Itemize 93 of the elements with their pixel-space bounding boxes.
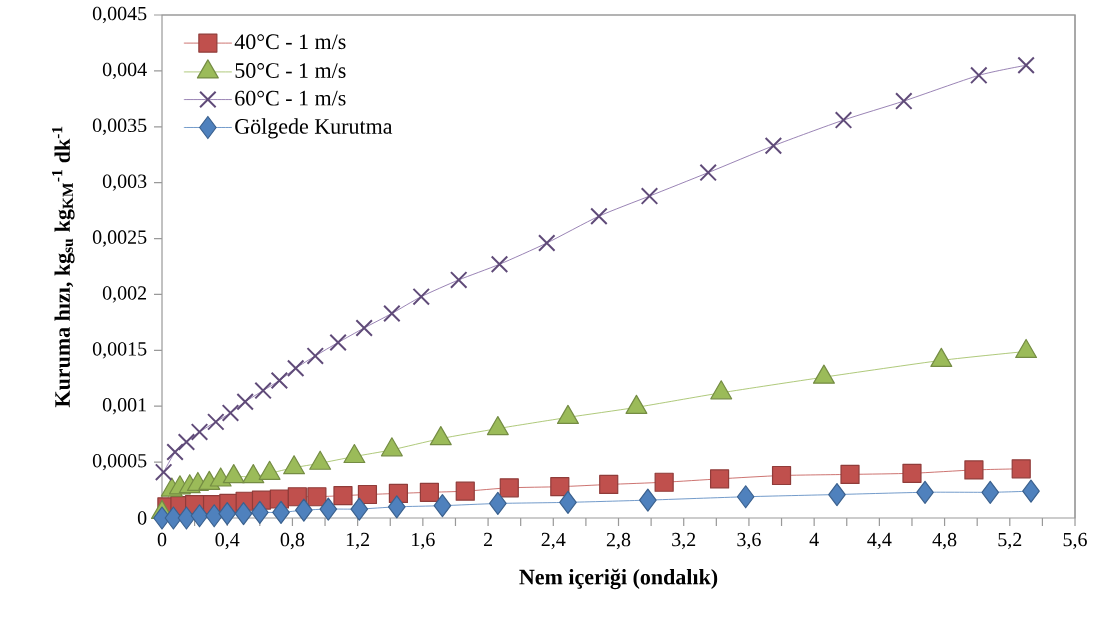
point: [709, 469, 730, 489]
point: [981, 480, 1000, 504]
point: [455, 481, 475, 501]
legend-label: 60°C - 1 m/s: [235, 90, 346, 106]
x-tick-label: 2,4: [541, 532, 566, 550]
point: [590, 207, 608, 225]
point: [306, 347, 325, 365]
point: [357, 484, 378, 505]
point: [190, 423, 209, 441]
point: [286, 359, 305, 377]
point: [499, 478, 519, 498]
point: [654, 472, 674, 492]
x-tick-label: 3,6: [737, 532, 761, 550]
legend-label: 40°C - 1 m/s: [234, 34, 346, 50]
point: [970, 66, 988, 85]
y-tick-label: 0,0035: [92, 118, 147, 135]
point: [307, 487, 327, 507]
point: [764, 137, 783, 155]
x-tick-label: 4,4: [867, 532, 892, 550]
point: [205, 504, 224, 528]
x-tick-label: 3,2: [672, 532, 696, 550]
point: [489, 491, 507, 516]
x-tick-label: 2: [483, 532, 492, 547]
y-tick-label: 0,003: [102, 174, 147, 191]
point: [412, 287, 431, 306]
point: [250, 500, 269, 525]
point: [236, 392, 254, 411]
x-tick-label: 4,8: [932, 532, 957, 550]
point: [559, 490, 577, 514]
y-axis-title: Kuruma hızı, kg$_{su}$ kg$_{KM}$$^{-1}$ dk$^{-1}$: [52, 126, 75, 408]
point: [387, 495, 406, 519]
point: [834, 111, 853, 129]
x-tick-label: 5,2: [998, 532, 1022, 550]
x-tick-label: 0: [157, 532, 167, 547]
point: [270, 371, 289, 390]
point: [771, 465, 792, 486]
y-tick-label: 0,0005: [92, 453, 147, 471]
point: [902, 463, 922, 483]
x-tick-label: 2,8: [606, 532, 631, 550]
point: [699, 163, 717, 182]
point: [272, 500, 290, 525]
x-tick-label: 4: [809, 532, 819, 547]
point: [550, 477, 570, 497]
x-tick-label: 1,6: [412, 532, 435, 550]
x-tick-label: 1,2: [346, 532, 370, 550]
point: [895, 92, 913, 110]
point: [828, 482, 846, 507]
point: [383, 304, 401, 323]
point: [207, 413, 225, 431]
point: [1017, 56, 1035, 75]
x-tick-label: 0,8: [280, 532, 305, 550]
point: [736, 485, 755, 509]
point: [1022, 479, 1040, 503]
point: [329, 333, 347, 352]
y-tick-label: 0,004: [102, 62, 147, 80]
y-tick-label: 0,0045: [92, 6, 147, 24]
point: [190, 504, 209, 528]
point: [154, 463, 173, 481]
x-tick-label: 5,6: [1063, 532, 1087, 550]
point: [639, 488, 657, 512]
point: [221, 404, 240, 422]
y-tick-label: 0,0015: [92, 342, 147, 359]
point: [319, 497, 338, 521]
point: [1011, 459, 1031, 479]
y-tick-label: 0: [137, 511, 147, 525]
point: [419, 482, 439, 502]
point: [433, 494, 452, 518]
legend-label: Gölgede Kurutma: [235, 118, 393, 139]
point: [449, 271, 468, 289]
point: [350, 497, 369, 521]
legend-label: 50°C - 1 m/s: [235, 63, 346, 78]
point: [490, 255, 509, 274]
point: [166, 443, 184, 461]
y-tick-label: 0,001: [102, 398, 146, 415]
point: [537, 234, 556, 252]
y-tick-label: 0,0025: [92, 230, 147, 247]
point: [177, 506, 196, 530]
point: [964, 460, 984, 480]
point: [295, 498, 313, 522]
point: [640, 187, 659, 205]
x-axis-title: Nem içeriği (ondalık): [519, 568, 718, 590]
point: [599, 474, 619, 495]
point: [218, 501, 237, 526]
point: [333, 486, 353, 506]
point: [916, 480, 934, 504]
point: [177, 433, 196, 451]
point: [355, 319, 373, 337]
y-tick-label: 0,002: [102, 286, 147, 303]
point: [254, 381, 272, 400]
x-tick-label: 0,4: [215, 532, 240, 550]
point: [840, 464, 860, 485]
point: [234, 501, 253, 526]
point: [164, 506, 183, 530]
